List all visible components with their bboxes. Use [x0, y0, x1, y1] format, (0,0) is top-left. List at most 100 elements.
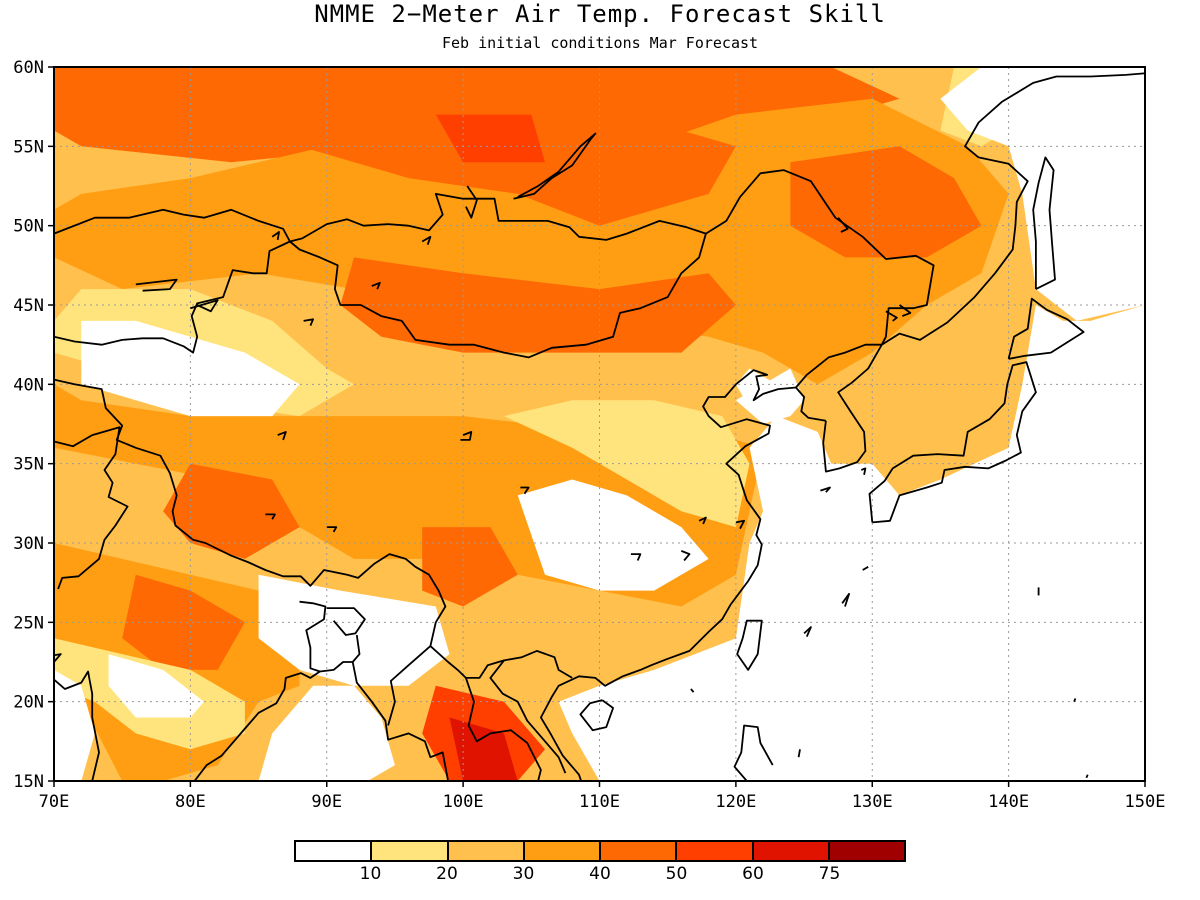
lon-tick-label: 90E — [311, 792, 342, 812]
colorbar-labels: 10 20 30 40 50 60 75 — [294, 864, 906, 886]
colorbar-box-5 — [677, 842, 754, 860]
coastline-34 — [735, 519, 745, 530]
lat-tick-label: 60N — [13, 58, 44, 78]
coastline-35 — [698, 516, 707, 525]
coastline-37 — [271, 231, 280, 241]
lat-tick-label: 20N — [13, 693, 44, 713]
chart-subtitle: Feb initial conditions Mar Forecast — [441, 34, 759, 52]
lat-tick-label: 55N — [13, 137, 44, 157]
coastline-28 — [277, 430, 287, 441]
ocean-mask — [54, 67, 1145, 781]
skill-region-12 — [449, 717, 518, 781]
coastline-49 — [797, 749, 801, 758]
lat-tick-label: 30N — [13, 534, 44, 554]
coastline-52 — [733, 724, 774, 781]
coastline-15 — [54, 240, 291, 354]
longitude-labels: 70E 80E 90E 100E 110E 120E 130E 140E 150E — [39, 792, 1166, 812]
map-area — [54, 67, 1145, 781]
lon-tick-label: 110E — [579, 792, 620, 812]
coastline-4 — [1032, 156, 1056, 290]
lon-tick-label: 150E — [1125, 792, 1166, 812]
coastline-21 — [489, 659, 567, 774]
lon-tick-label: 70E — [39, 792, 70, 812]
coastline-19 — [387, 645, 431, 726]
coastline-6 — [881, 72, 1145, 346]
lat-tick-label: 25N — [13, 613, 44, 633]
lat-tick-label: 15N — [13, 772, 44, 792]
colorbar-box-1 — [372, 842, 449, 860]
colorbar-box-7 — [829, 842, 904, 860]
lat-tick-label: 35N — [13, 455, 44, 475]
coastline-39 — [837, 217, 849, 233]
lon-tick-label: 120E — [715, 792, 756, 812]
lon-tick-label: 80E — [175, 792, 206, 812]
coastline-20 — [465, 677, 542, 781]
coastline-36 — [421, 235, 432, 245]
ocean-mask-1 — [735, 368, 805, 424]
skill-region-19 — [517, 479, 709, 591]
coastline-27 — [303, 318, 315, 326]
colorbar-label: 10 — [359, 864, 382, 884]
coastline-51 — [820, 486, 831, 493]
colorbar-label: 75 — [818, 864, 841, 884]
coastline-50 — [860, 467, 867, 475]
coastline-40 — [885, 310, 898, 322]
ocean-mask-4 — [54, 669, 95, 781]
coastline-41 — [898, 304, 912, 317]
skill-region-6 — [790, 146, 982, 258]
coastline-32 — [630, 553, 642, 561]
colorbar-label: 50 — [665, 864, 688, 884]
coastline-16 — [299, 600, 327, 673]
ocean-mask-2 — [940, 67, 1145, 321]
colorbar-box-2 — [448, 842, 525, 860]
skill-region-15 — [504, 400, 750, 528]
skill-shading — [54, 67, 1036, 781]
coastline-5 — [822, 344, 883, 473]
coastline-30 — [265, 513, 276, 520]
coastline-31 — [520, 486, 530, 495]
colorbar-label: 60 — [742, 864, 764, 884]
coastline-38 — [371, 281, 381, 290]
coastline-7 — [540, 369, 827, 781]
coastline-46 — [1073, 698, 1077, 703]
coastline-24 — [465, 185, 478, 219]
coastline-22 — [190, 299, 219, 313]
coastline-26 — [460, 430, 473, 441]
coastline-18 — [326, 607, 366, 636]
colorbar-label: 20 — [436, 864, 458, 884]
coastline-43 — [841, 592, 850, 607]
ocean-mask-0 — [558, 305, 1145, 781]
coastline-17 — [352, 634, 361, 663]
skill-region-5 — [340, 257, 736, 353]
colorbar-box-0 — [296, 842, 373, 860]
coastline-29 — [326, 526, 338, 533]
coastline-8 — [193, 661, 449, 781]
lon-tick-label: 100E — [443, 792, 484, 812]
chart-title: NMME 2−Meter Air Temp. Forecast Skill — [314, 0, 886, 28]
skill-region-7 — [163, 463, 300, 559]
coastline-23 — [135, 278, 178, 292]
colorbar-box-3 — [524, 842, 601, 860]
coastline-11 — [54, 169, 935, 389]
lat-tick-label: 50N — [13, 217, 44, 237]
coastline-9 — [54, 670, 100, 781]
coastline-45 — [1085, 774, 1089, 779]
latitude-labels: 15N 20N 25N 30N 35N 40N 45N 50N 55N 60N — [13, 58, 44, 792]
skill-region-8 — [122, 574, 245, 670]
lon-tick-label: 130E — [852, 792, 893, 812]
coastline-42 — [803, 626, 812, 637]
lat-tick-label: 45N — [13, 296, 44, 316]
coastline-44 — [862, 566, 869, 571]
coastline-3 — [1007, 297, 1085, 360]
coastline-0 — [736, 619, 763, 671]
coastline-48 — [690, 688, 695, 693]
coastline-2 — [868, 361, 1037, 524]
grid-lines — [54, 67, 1145, 781]
coastline-12 — [289, 233, 707, 359]
colorbar-label: 30 — [512, 864, 535, 884]
colorbar-label: 40 — [589, 864, 611, 884]
coastline-1 — [579, 699, 614, 732]
coastline-14 — [54, 426, 129, 590]
